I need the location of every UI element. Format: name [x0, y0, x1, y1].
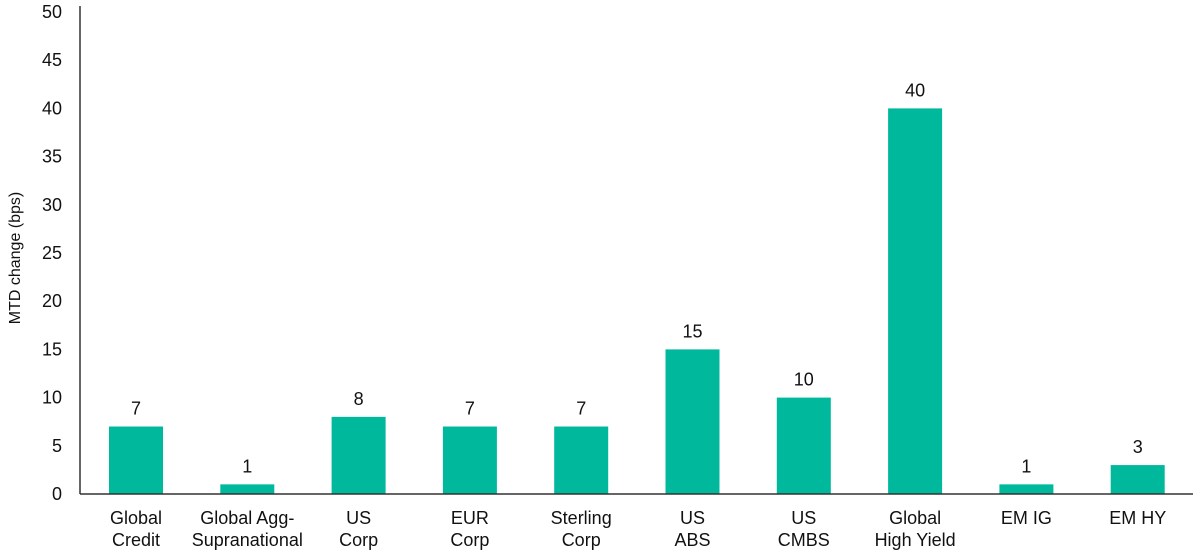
data-label: 15 — [682, 321, 702, 341]
y-tick-label: 35 — [42, 147, 62, 167]
y-tick-label: 10 — [42, 388, 62, 408]
bar — [220, 484, 275, 494]
data-label: 1 — [242, 456, 252, 476]
data-label: 10 — [794, 370, 814, 390]
y-tick-label: 0 — [52, 484, 62, 504]
bar — [554, 426, 609, 494]
y-tick-label: 40 — [42, 98, 62, 118]
category-label: Corp — [450, 530, 489, 550]
data-label: 3 — [1133, 437, 1143, 457]
y-axis-ticks: 0 5 10 15 20 25 30 35 40 45 50 — [42, 2, 62, 504]
data-label: 1 — [1021, 456, 1031, 476]
category-label: ABS — [674, 530, 710, 550]
bar — [999, 484, 1054, 494]
data-labels: 7 1 8 7 7 15 10 40 1 3 — [131, 80, 1143, 476]
y-tick-label: 50 — [42, 2, 62, 22]
category-label: Corp — [339, 530, 378, 550]
y-tick-label: 5 — [52, 436, 62, 456]
category-label: Global — [889, 508, 941, 528]
category-label: Global Agg- — [200, 508, 294, 528]
data-label: 40 — [905, 80, 925, 100]
category-label: CMBS — [778, 530, 830, 550]
category-label: US — [346, 508, 371, 528]
category-label: EUR — [451, 508, 489, 528]
y-axis-title-group: MTD change (bps) — [7, 192, 24, 325]
data-label: 7 — [131, 399, 141, 419]
data-label: 7 — [465, 399, 475, 419]
y-tick-label: 15 — [42, 339, 62, 359]
y-tick-label: 25 — [42, 243, 62, 263]
category-label: US — [680, 508, 705, 528]
category-label: US — [791, 508, 816, 528]
bar — [331, 416, 386, 494]
y-tick-label: 45 — [42, 50, 62, 70]
y-tick-label: 30 — [42, 195, 62, 215]
y-tick-label: 20 — [42, 291, 62, 311]
bars — [109, 108, 1165, 495]
y-axis-title: MTD change (bps) — [7, 192, 24, 325]
bar — [888, 108, 943, 495]
data-label: 7 — [576, 399, 586, 419]
bar — [665, 349, 720, 494]
bar — [1110, 465, 1165, 494]
bar — [442, 426, 497, 494]
bar — [776, 397, 831, 494]
category-label: Sterling — [551, 508, 612, 528]
category-label: EM IG — [1001, 508, 1052, 528]
category-label: Corp — [562, 530, 601, 550]
bar — [109, 426, 163, 494]
category-label: EM HY — [1109, 508, 1166, 528]
category-label: Global — [110, 508, 162, 528]
category-label: High Yield — [875, 530, 956, 550]
category-label: Credit — [112, 530, 160, 550]
data-label: 8 — [354, 389, 364, 409]
category-label: Supranational — [192, 530, 303, 550]
